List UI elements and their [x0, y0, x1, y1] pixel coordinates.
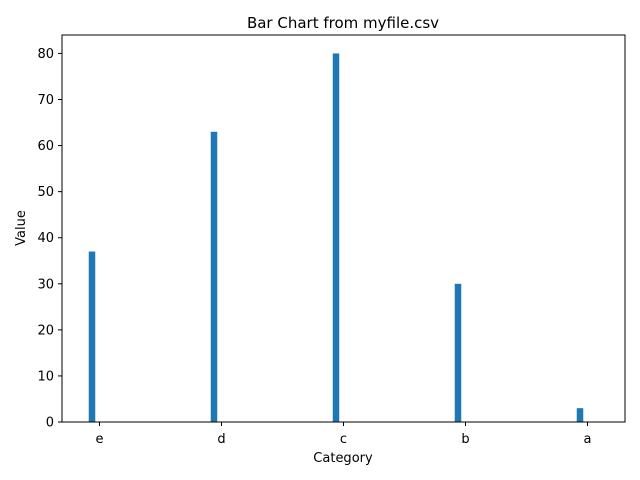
x-tick-label: b	[461, 432, 469, 447]
y-tick-label: 70	[37, 93, 54, 108]
x-tick-label: e	[96, 432, 104, 447]
bar-series	[88, 53, 584, 423]
x-tick-label: a	[584, 432, 592, 447]
x-tick-label: c	[340, 432, 347, 447]
bar-b	[454, 283, 462, 422]
x-axis-label: Category	[313, 451, 373, 466]
y-tick-label: 30	[37, 277, 54, 292]
plot-frame	[61, 34, 626, 423]
y-tick-label: 50	[37, 185, 54, 200]
y-tick-label: 40	[37, 231, 54, 246]
y-tick-label: 10	[37, 369, 54, 384]
y-tick-label: 80	[37, 47, 54, 62]
y-axis-ticks: 0 10 20 30 40 50 60 70 80	[37, 47, 62, 431]
bar-d	[210, 131, 218, 422]
y-axis-label: Value	[14, 210, 29, 246]
bar-c	[332, 53, 340, 423]
y-tick-label: 20	[37, 323, 54, 338]
x-tick-label: d	[217, 432, 225, 447]
y-tick-label: 60	[37, 139, 54, 154]
chart-title: Bar Chart from myfile.csv	[247, 14, 439, 32]
bar-a	[576, 408, 584, 422]
bar-e	[88, 251, 96, 422]
y-tick-label: 0	[46, 416, 54, 431]
